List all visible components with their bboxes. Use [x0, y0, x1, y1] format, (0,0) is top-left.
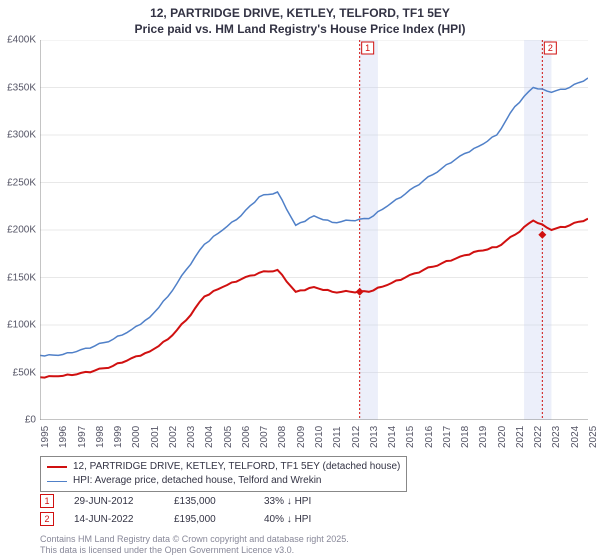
footer-credits: Contains HM Land Registry data © Crown c… — [40, 534, 349, 556]
x-tick-label: 2008 — [277, 426, 288, 448]
transaction-price: £135,000 — [174, 496, 244, 507]
x-tick-label: 1996 — [58, 426, 69, 448]
transaction-note: 33% ↓ HPI — [264, 496, 364, 507]
x-tick-label: 2001 — [150, 426, 161, 448]
x-tick-label: 2013 — [369, 426, 380, 448]
x-tick-label: 2021 — [515, 426, 526, 448]
x-tick-label: 1997 — [77, 426, 88, 448]
x-tick-label: 2010 — [314, 426, 325, 448]
transaction-marker-num: 2 — [40, 512, 54, 526]
x-tick-label: 2025 — [588, 426, 599, 448]
transaction-row: 2 14-JUN-2022 £195,000 40% ↓ HPI — [40, 512, 364, 526]
y-tick-label: £200K — [7, 225, 36, 236]
chart-title: 12, PARTRIDGE DRIVE, KETLEY, TELFORD, TF… — [0, 0, 600, 37]
x-tick-label: 2017 — [442, 426, 453, 448]
transactions-table: 1 29-JUN-2012 £135,000 33% ↓ HPI 2 14-JUN-202… — [40, 494, 364, 530]
x-tick-label: 2019 — [478, 426, 489, 448]
x-tick-label: 1999 — [113, 426, 124, 448]
legend: 12, PARTRIDGE DRIVE, KETLEY, TELFORD, TF… — [40, 456, 407, 492]
transaction-note: 40% ↓ HPI — [264, 514, 364, 525]
svg-text:2: 2 — [548, 43, 553, 53]
legend-swatch — [47, 466, 67, 468]
y-tick-label: £150K — [7, 272, 36, 283]
x-tick-label: 2022 — [533, 426, 544, 448]
y-tick-label: £400K — [7, 35, 36, 46]
x-axis-labels: 1995 1996 1997 1998 1999 2000 2001 2002 2003 2004… — [40, 422, 588, 452]
legend-row: 12, PARTRIDGE DRIVE, KETLEY, TELFORD, TF… — [47, 460, 400, 474]
x-tick-label: 2003 — [186, 426, 197, 448]
legend-label: 12, PARTRIDGE DRIVE, KETLEY, TELFORD, TF… — [73, 460, 400, 474]
x-tick-label: 2023 — [551, 426, 562, 448]
x-tick-label: 2005 — [223, 426, 234, 448]
x-tick-label: 2009 — [296, 426, 307, 448]
chart-svg: 12 — [40, 40, 588, 420]
y-tick-label: £0 — [25, 415, 36, 426]
x-tick-label: 2018 — [460, 426, 471, 448]
title-line1: 12, PARTRIDGE DRIVE, KETLEY, TELFORD, TF… — [0, 6, 600, 22]
x-tick-label: 2024 — [570, 426, 581, 448]
y-tick-label: £300K — [7, 130, 36, 141]
transaction-price: £195,000 — [174, 514, 244, 525]
x-tick-label: 1998 — [95, 426, 106, 448]
x-tick-label: 2000 — [131, 426, 142, 448]
x-tick-label: 2006 — [241, 426, 252, 448]
y-axis-labels: £0£50K£100K£150K£200K£250K£300K£350K£400… — [0, 40, 38, 420]
y-tick-label: £250K — [7, 177, 36, 188]
transaction-row: 1 29-JUN-2012 £135,000 33% ↓ HPI — [40, 494, 364, 508]
plot-area: 12 — [40, 40, 588, 420]
x-tick-label: 2007 — [259, 426, 270, 448]
legend-label: HPI: Average price, detached house, Telf… — [73, 474, 322, 488]
footer-line1: Contains HM Land Registry data © Crown c… — [40, 534, 349, 545]
svg-text:1: 1 — [365, 43, 370, 53]
x-tick-label: 2002 — [168, 426, 179, 448]
transaction-marker-num: 1 — [40, 494, 54, 508]
legend-row: HPI: Average price, detached house, Telf… — [47, 474, 400, 488]
x-tick-label: 1995 — [40, 426, 51, 448]
x-tick-label: 2020 — [497, 426, 508, 448]
transaction-date: 29-JUN-2012 — [74, 496, 154, 507]
x-tick-label: 2015 — [405, 426, 416, 448]
chart-container: 12, PARTRIDGE DRIVE, KETLEY, TELFORD, TF… — [0, 0, 600, 560]
footer-line2: This data is licensed under the Open Gov… — [40, 545, 349, 556]
x-tick-label: 2016 — [424, 426, 435, 448]
x-tick-label: 2014 — [387, 426, 398, 448]
title-line2: Price paid vs. HM Land Registry's House … — [0, 22, 600, 38]
transaction-date: 14-JUN-2022 — [74, 514, 154, 525]
x-tick-label: 2012 — [351, 426, 362, 448]
x-tick-label: 2004 — [204, 426, 215, 448]
x-tick-label: 2011 — [332, 426, 343, 448]
y-tick-label: £50K — [13, 367, 36, 378]
legend-swatch — [47, 481, 67, 482]
y-tick-label: £350K — [7, 82, 36, 93]
y-tick-label: £100K — [7, 320, 36, 331]
